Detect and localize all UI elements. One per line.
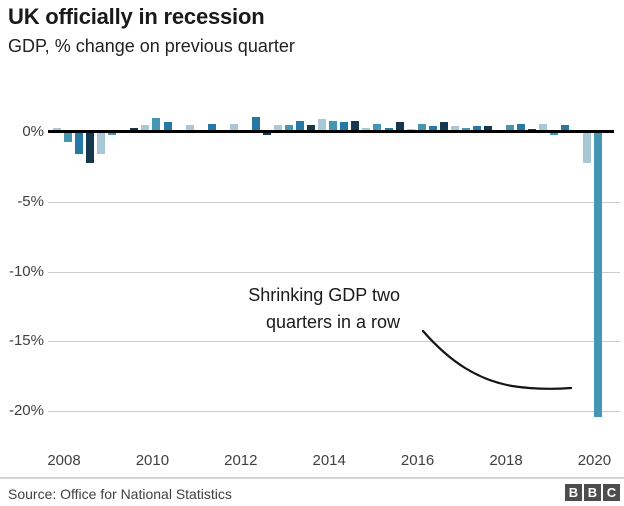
bar-2018-q3 — [517, 123, 526, 132]
bar-2013-q2 — [285, 125, 294, 132]
bar-2015-q1 — [362, 127, 371, 132]
bar-2019-q1 — [539, 123, 548, 132]
annotation-line-1: Shrinking GDP two — [248, 285, 400, 305]
footer-divider — [0, 477, 624, 479]
bar-2009-q4 — [130, 127, 139, 132]
y-axis-tick-label--5%: -5% — [17, 192, 44, 210]
bbc-logo: B B C — [565, 484, 620, 501]
bar-2015-q4 — [395, 122, 404, 132]
bbc-logo-letter-b1: B — [565, 484, 582, 501]
bar-2014-q2 — [329, 120, 338, 132]
bar-2017-q3 — [472, 126, 481, 132]
gridline--5% — [48, 201, 620, 203]
chart-title: UK officially in recession — [8, 4, 265, 29]
gridline--10% — [48, 271, 620, 273]
bar-2017-q4 — [483, 126, 492, 132]
x-axis-tick-label-2012: 2012 — [224, 452, 258, 469]
bar-2015-q3 — [384, 127, 393, 132]
source-text: Source: Office for National Statistics — [8, 486, 232, 502]
bar-2012-q1 — [229, 123, 238, 132]
bar-2016-q2 — [417, 123, 426, 132]
bar-2010-q1 — [141, 125, 150, 132]
annotation-line-2: quarters in a row — [265, 312, 400, 332]
zero-axis-line — [48, 130, 614, 133]
bar-2009-q1 — [97, 132, 106, 155]
bar-2016-q4 — [439, 122, 448, 132]
bar-2010-q2 — [152, 118, 161, 132]
bar-2008-q1 — [53, 127, 61, 132]
bar-2008-q2 — [64, 132, 73, 142]
bar-2014-q3 — [340, 122, 349, 132]
bar-2012-q4 — [262, 132, 271, 135]
gridline--15% — [48, 341, 620, 343]
x-axis-tick-label-2010: 2010 — [135, 452, 170, 469]
bar-2015-q2 — [373, 123, 382, 132]
bar-2020-q2 — [594, 132, 603, 417]
bar-2013-q1 — [274, 125, 282, 132]
y-axis-tick-label--15%: -15% — [8, 332, 44, 350]
bbc-logo-letter-b2: B — [584, 484, 601, 501]
bar-2019-q2 — [550, 132, 559, 135]
bar-2013-q4 — [307, 125, 316, 132]
bar-2014-q1 — [318, 119, 327, 132]
bbc-logo-letter-c: C — [603, 484, 620, 501]
bar-2008-q4 — [86, 132, 95, 163]
bar-2016-q3 — [428, 126, 437, 132]
bar-2017-q2 — [461, 127, 470, 132]
bar-2009-q2 — [108, 132, 117, 135]
bar-2012-q3 — [251, 116, 260, 132]
bar-2011-q3 — [207, 123, 216, 132]
bar-2018-q2 — [506, 125, 515, 132]
x-axis-tick-label-2014: 2014 — [312, 452, 346, 469]
bar-2010-q3 — [163, 122, 172, 132]
x-axis-tick-label-2018: 2018 — [489, 452, 523, 469]
bar-2008-q3 — [75, 132, 84, 155]
bar-2017-q1 — [450, 126, 459, 132]
annotation-text: Shrinking GDP two quarters in a row — [200, 282, 400, 336]
x-axis-tick-label-2020: 2020 — [577, 452, 612, 469]
gridline--20% — [48, 411, 620, 412]
annotation-curve — [421, 329, 573, 390]
y-axis-tick-label--20%: -20% — [8, 402, 44, 419]
bar-2014-q4 — [351, 120, 360, 132]
x-axis-tick-label-2016: 2016 — [400, 452, 435, 469]
y-axis-tick-label--10%: -10% — [8, 262, 44, 280]
bar-2019-q3 — [561, 125, 570, 132]
bar-2020-q1 — [583, 132, 592, 163]
chart-subtitle: GDP, % change on previous quarter — [8, 36, 295, 56]
y-axis-tick-label-0%: 0% — [22, 123, 44, 140]
bar-2011-q1 — [185, 125, 194, 132]
x-axis-tick-label-2008: 2008 — [47, 452, 81, 469]
bar-2013-q3 — [296, 120, 305, 132]
